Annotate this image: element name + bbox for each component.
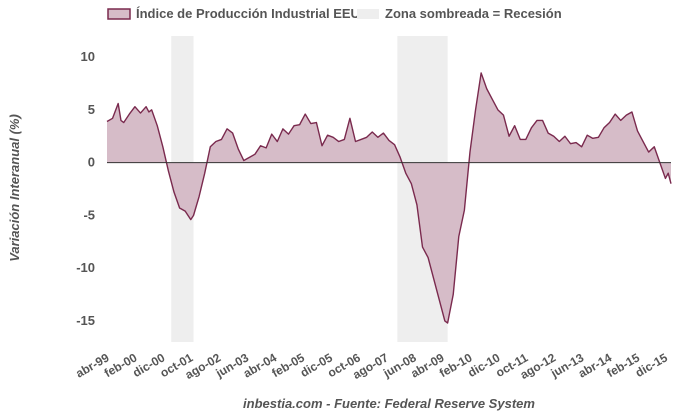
y-tick-label: -5 [83,207,95,222]
series-area [106,72,672,324]
y-tick-label: 10 [81,49,95,64]
x-tick-labels: abr-99feb-00dic-00oct-01ago-02jun-03abr-… [73,350,670,382]
y-axis-label: Variación Interanual (%) [7,114,22,262]
source-note: inbestia.com - Fuente: Federal Reserve S… [243,396,535,411]
series-fill [107,72,671,324]
legend-recession-swatch [357,9,379,19]
y-tick-label: 5 [88,102,95,117]
y-tick-label: 0 [88,155,95,170]
series-line [106,72,672,324]
x-tick-label: dic-15 [633,350,670,380]
y-tick-labels: 10 5 0 -5 -10 -15 [76,49,95,328]
y-tick-label: -10 [76,260,95,275]
recession-bands [171,36,448,342]
legend-series-swatch [107,8,131,20]
legend-series-label: Índice de Producción Industrial EEUU [136,6,369,21]
legend: Índice de Producción Industrial EEUU Zon… [107,6,562,21]
legend-recession-label: Zona sombreada = Recesión [385,6,562,21]
y-tick-label: -15 [76,313,95,328]
